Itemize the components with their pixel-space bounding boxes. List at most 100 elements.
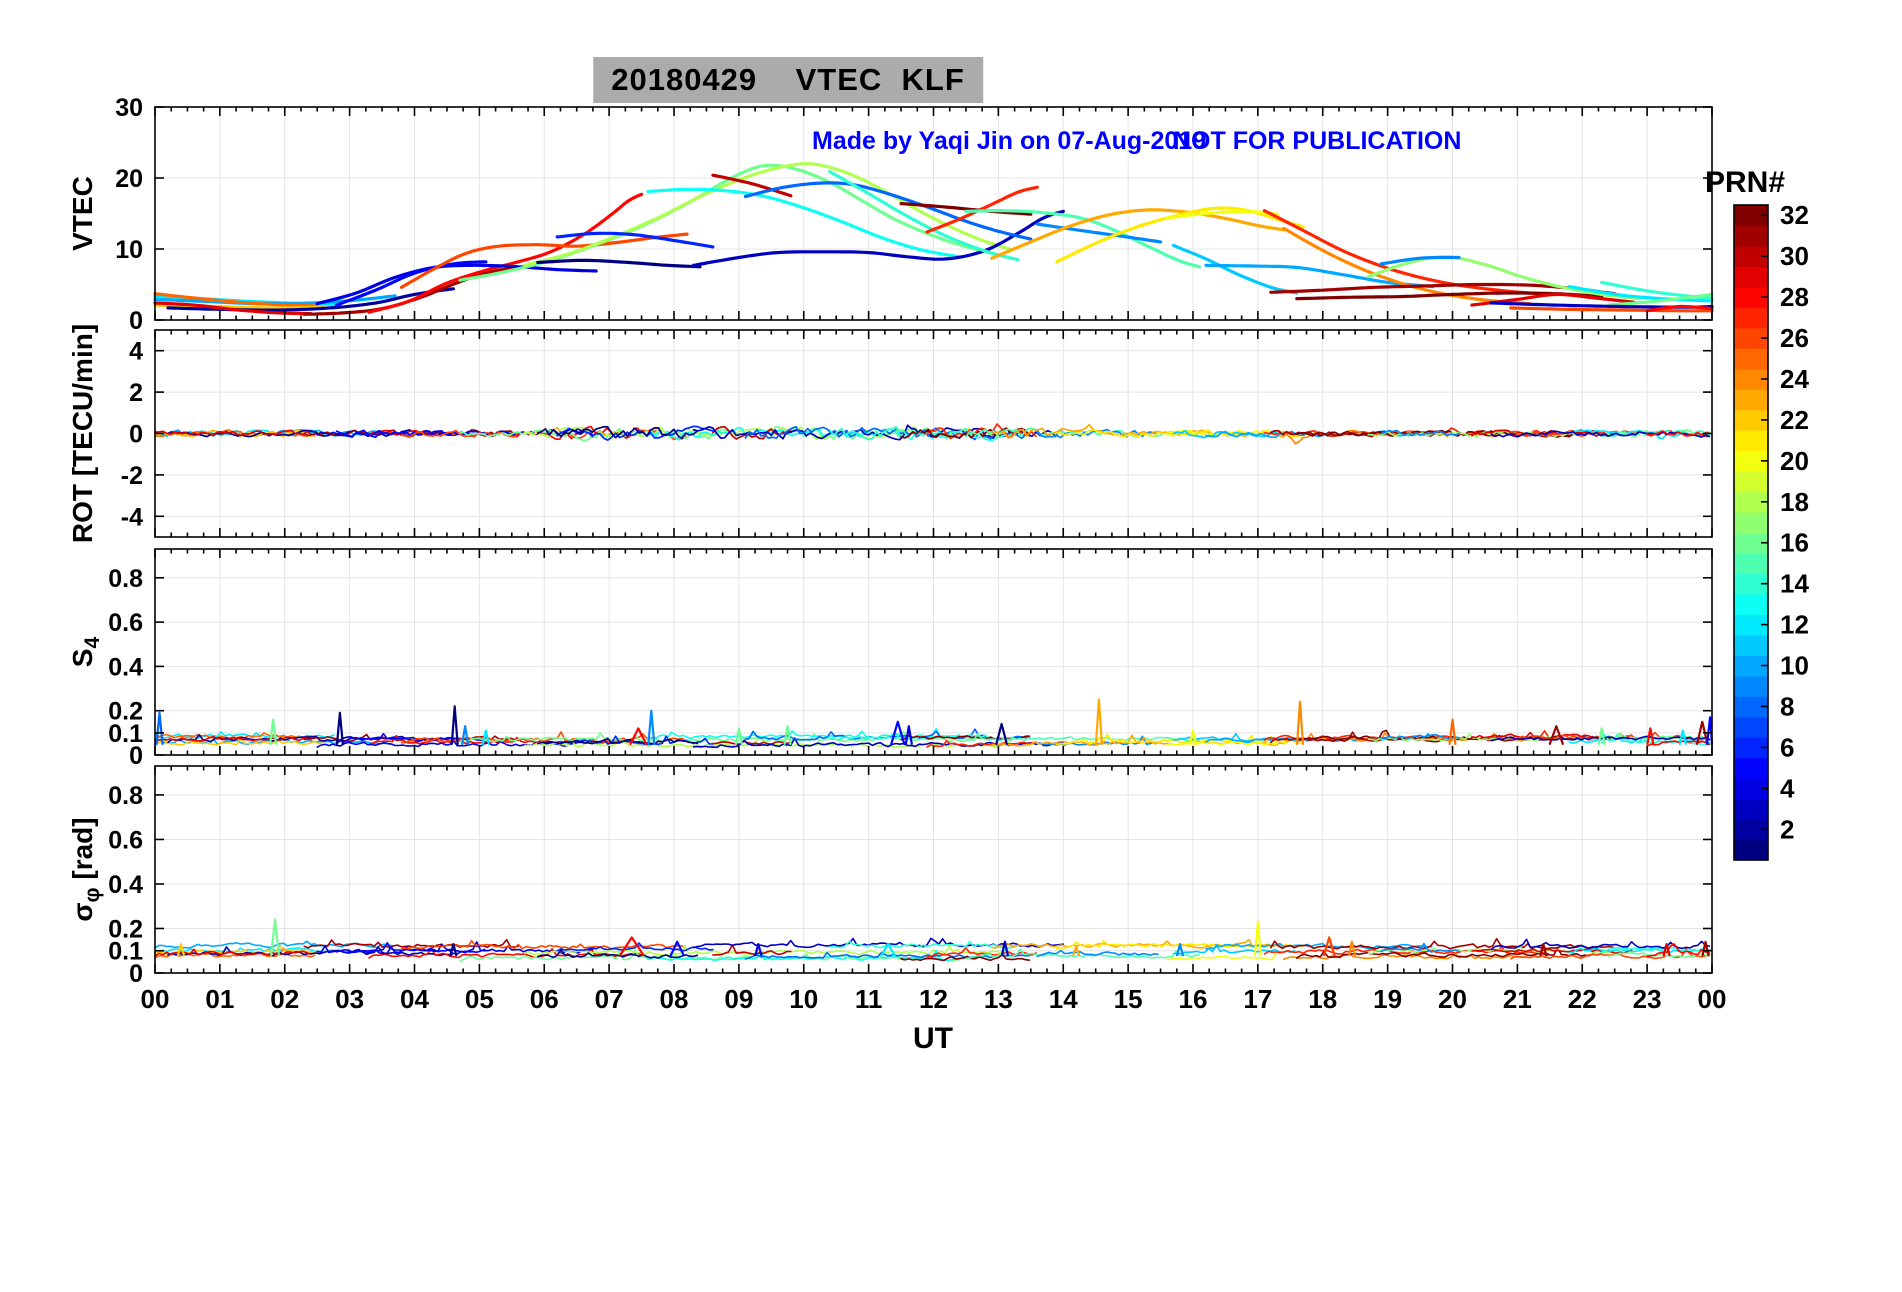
sigma-phi-trace-prn-11 [1172, 943, 1295, 955]
colorbar-tick-label: 30 [1780, 241, 1809, 271]
tick-label: 0.8 [108, 565, 143, 593]
tick-label: 06 [530, 984, 559, 1014]
tick-label: 20 [115, 165, 143, 193]
vtec-pass-prn-32 [899, 202, 1033, 216]
tick-label: 0.4 [108, 871, 143, 899]
y-axis-label-sigma-phi: σφ [rad] [67, 817, 104, 921]
colorbar-tick-label: 18 [1780, 487, 1809, 517]
tick-label: 2 [129, 379, 143, 407]
credit-annotation: Made by Yaqi Jin on 07-Aug-2019 [812, 127, 1207, 155]
colorbar-band [1734, 532, 1768, 554]
s4-spike-prn-31 [1696, 720, 1709, 745]
s4-trace-prn-26 [400, 731, 687, 744]
rot-trace-prn-6 [556, 425, 714, 441]
sigma-phi-series [154, 918, 1712, 962]
vtec-pass-prn-26 [399, 232, 689, 289]
colorbar-tick-label: 2 [1780, 814, 1794, 844]
sigma-phi-spike-prn-31 [1539, 943, 1548, 957]
sigma-phi-trace-prn-1 [537, 948, 699, 959]
tick-label: 0 [129, 421, 143, 449]
vtec-pass-prn-6 [555, 231, 715, 249]
s4-spike-prn-24 [1296, 700, 1305, 745]
sigma-phi-trace-prn-29 [154, 948, 312, 958]
vtec-pass-prn-25 [153, 292, 319, 308]
s4-trace-prn-29 [154, 735, 312, 742]
tick-label: 16 [1179, 984, 1208, 1014]
colorbar-tick-label: 14 [1780, 569, 1809, 599]
tick-label: 10 [115, 236, 143, 264]
colorbar-band [1734, 819, 1768, 841]
sigma-phi-spike-prn-20 [1253, 920, 1262, 957]
sigma-phi-spike-prn-9 [1176, 943, 1184, 957]
s4-spike-prn-4 [904, 725, 913, 745]
vtec-pass-prn-22 [153, 303, 326, 310]
vtec-pass-prn-24 [1282, 226, 1532, 306]
colorbar-band [1734, 675, 1768, 697]
axes [154, 106, 1713, 974]
tick-label: 09 [724, 984, 753, 1014]
s4-spike-prn-1 [450, 705, 459, 745]
sigma-phi-trace-prn-27 [1263, 946, 1550, 955]
colorbar-band [1734, 471, 1768, 493]
colorbar-band [1734, 491, 1768, 513]
sigma-phi-trace-prn-10 [1205, 942, 1433, 950]
sigma-phi-trace-prn-17 [1367, 944, 1642, 955]
tick-label: 17 [1243, 984, 1272, 1014]
tick-label: 14 [1049, 984, 1078, 1014]
sigma-phi-trace-prn-31 [303, 938, 520, 949]
sigma-phi-trace-prn-14 [1600, 946, 1712, 954]
rot-trace-prn-28 [1646, 430, 1711, 437]
tick-label: 0.2 [108, 698, 143, 726]
colorbar-tick-label: 20 [1780, 446, 1809, 476]
tick-label: -2 [121, 462, 143, 490]
s4-spike-prn-12 [1678, 729, 1687, 745]
vtec-series [153, 162, 1714, 316]
tick-label: 05 [465, 984, 494, 1014]
s4-spike-prn-5 [890, 720, 906, 745]
vtec-pass-prn-12 [1567, 285, 1714, 303]
tick-label: 13 [984, 984, 1013, 1014]
s4-spike-prn-31 [1548, 725, 1564, 745]
chart-title: 20180429 VTEC KLF [593, 57, 983, 103]
vtec-pass-prn-11 [1171, 243, 1299, 295]
tick-label: 02 [270, 984, 299, 1014]
sigma-phi-trace-prn-20 [1166, 952, 1277, 961]
rot-trace-prn-29 [1471, 429, 1633, 438]
colorbar-band [1734, 798, 1768, 820]
rot-trace-prn-15 [965, 427, 1201, 438]
colorbar-band [1734, 368, 1768, 390]
colorbar-tick-label: 8 [1780, 691, 1794, 721]
colorbar-tick-label: 10 [1780, 651, 1809, 681]
tick-label: 4 [129, 338, 143, 366]
rot-trace-prn-32 [900, 427, 1031, 440]
vtec-pass-prn-23 [990, 208, 1286, 260]
sigma-phi-spike-prn-16 [270, 918, 280, 957]
tick-label: 0.1 [108, 720, 143, 748]
sigma-phi-spike-prn-12 [880, 943, 896, 957]
s4-trace-prn-9 [1380, 734, 1460, 740]
colorbar-band [1734, 512, 1768, 534]
tick-label: 23 [1633, 984, 1662, 1014]
s4-trace-prn-27 [926, 740, 1037, 748]
vtec-pass-prn-14 [828, 170, 1020, 262]
vtec-pass-prn-16 [1606, 292, 1714, 307]
sigma-phi-spike-prn-4 [754, 943, 763, 957]
colorbar-tick-label: 4 [1780, 773, 1795, 803]
tick-label: 15 [1114, 984, 1143, 1014]
tick-label: 0 [129, 307, 143, 335]
s4-spike-prn-25 [1448, 718, 1457, 745]
sigma-phi-trace-prn-9 [1036, 949, 1159, 958]
rot-trace-prn-1 [536, 425, 699, 440]
sigma-phi-spike-prn-29 [1662, 943, 1671, 957]
sigma-phi-spike-prn-1 [449, 943, 458, 957]
sigma-phi-spike-prn-26 [1322, 936, 1336, 957]
vtec-pass-prn-15 [964, 209, 1202, 269]
colorbar-band [1734, 205, 1768, 227]
sigma-phi-trace-prn-16 [1607, 952, 1711, 958]
sigma-phi-trace-prn-3 [692, 937, 1065, 949]
colorbar-band [1734, 286, 1768, 308]
sigma-phi-trace-prn-15 [965, 948, 1201, 960]
sigma-phi-trace-prn-28 [1646, 943, 1711, 957]
